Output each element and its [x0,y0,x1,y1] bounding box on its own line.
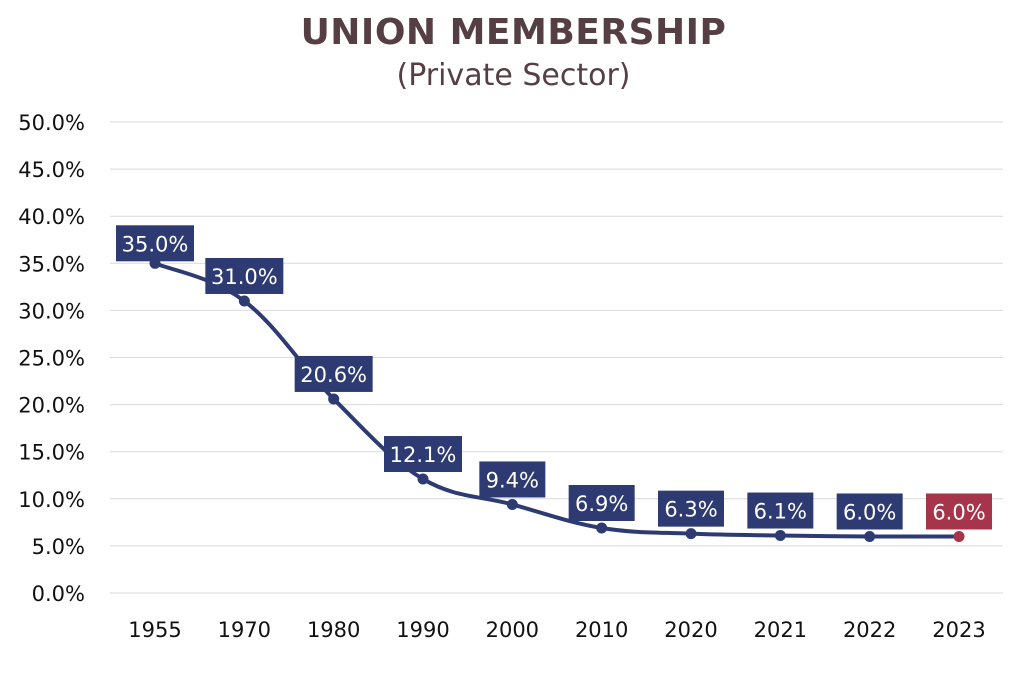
data-label-box [747,492,814,529]
y-tick-label: 45.0% [18,158,85,182]
x-tick-label: 2021 [754,618,807,642]
data-point [506,498,518,510]
data-point [417,473,429,485]
y-tick-label: 15.0% [18,441,85,465]
x-tick-label: 2010 [575,618,628,642]
y-tick-label: 5.0% [32,535,85,559]
series-line-group [149,257,965,542]
y-tick-label: 0.0% [32,582,85,606]
data-label-box [294,355,373,392]
x-axis-ticks: 1955 1970 1980 1990 2000 2010 2020 2021 2022 2023 [128,618,985,642]
data-label: 20.6% [300,363,367,387]
y-tick-label: 25.0% [18,347,85,371]
x-tick-label: 2023 [932,618,985,642]
data-label: 6.3% [664,498,717,522]
data-point [953,530,965,542]
data-label-box [479,461,546,498]
data-label: 6.1% [754,500,807,524]
chart-subtitle: (Private Sector) [396,58,631,93]
data-point [685,528,697,540]
x-tick-label: 2022 [843,618,896,642]
x-tick-label: 2020 [664,618,717,642]
data-label-box [658,490,724,527]
y-tick-label: 40.0% [18,205,85,229]
data-label: 9.4% [486,468,539,492]
data-label-box [384,436,462,473]
x-tick-label: 2000 [486,618,539,642]
data-point [328,393,340,405]
data-label: 31.0% [211,265,278,289]
x-tick-label: 1980 [307,618,360,642]
data-label-box [926,493,992,530]
data-label: 12.1% [390,443,457,467]
data-label: 35.0% [122,232,189,256]
y-tick-label: 35.0% [18,252,85,276]
data-label-box [116,225,194,262]
data-label: 6.9% [575,492,628,516]
data-point [864,530,876,542]
series-line [154,261,960,539]
y-tick-label: 30.0% [18,299,85,323]
data-label-box [205,257,284,294]
x-tick-label: 1955 [128,618,181,642]
data-label: 6.0% [932,500,985,524]
data-point [238,295,250,307]
y-axis-ticks: 0.0% 5.0% 10.0% 15.0% 20.0% 25.0% 30.0% 35.0% 40… [18,111,85,606]
chart-title: UNION MEMBERSHIP [300,12,727,53]
data-label-box [568,485,635,522]
data-label-box [836,493,903,530]
x-tick-label: 1970 [218,618,271,642]
data-point [596,522,608,534]
data-label: 6.0% [843,500,896,524]
y-tick-label: 10.0% [18,488,85,512]
y-tick-label: 50.0% [18,111,85,135]
data-label-group: 35.0% 31.0% 20.6% 12.1% 9.4% 6.9% 6.3% 6.1% 6.0%… [116,225,992,530]
y-tick-label: 20.0% [18,394,85,418]
x-tick-label: 1990 [396,618,449,642]
data-point [774,530,786,542]
